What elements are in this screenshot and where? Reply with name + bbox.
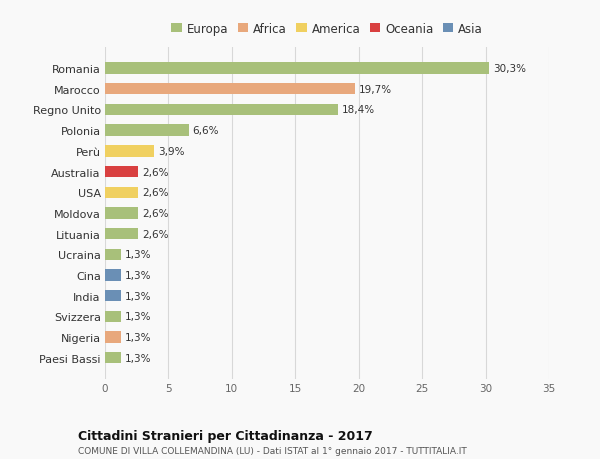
Text: 18,4%: 18,4%	[342, 105, 376, 115]
Text: 3,9%: 3,9%	[158, 146, 185, 157]
Text: 1,3%: 1,3%	[125, 291, 152, 301]
Bar	[105, 208, 138, 219]
Bar	[105, 291, 121, 302]
Bar	[105, 84, 355, 95]
Text: 2,6%: 2,6%	[142, 229, 168, 239]
Text: 2,6%: 2,6%	[142, 188, 168, 198]
Text: 2,6%: 2,6%	[142, 167, 168, 177]
Text: 19,7%: 19,7%	[359, 84, 392, 95]
Bar	[105, 311, 121, 322]
Bar	[105, 187, 138, 198]
Text: Cittadini Stranieri per Cittadinanza - 2017: Cittadini Stranieri per Cittadinanza - 2…	[78, 429, 373, 442]
Bar	[105, 249, 121, 260]
Bar	[105, 146, 154, 157]
Text: 1,3%: 1,3%	[125, 270, 152, 280]
Text: 30,3%: 30,3%	[493, 64, 526, 74]
Text: 1,3%: 1,3%	[125, 250, 152, 260]
Bar	[105, 63, 490, 74]
Bar	[105, 125, 189, 136]
Text: 1,3%: 1,3%	[125, 353, 152, 363]
Text: 2,6%: 2,6%	[142, 208, 168, 218]
Bar	[105, 332, 121, 343]
Bar	[105, 353, 121, 364]
Text: COMUNE DI VILLA COLLEMANDINA (LU) - Dati ISTAT al 1° gennaio 2017 - TUTTITALIA.I: COMUNE DI VILLA COLLEMANDINA (LU) - Dati…	[78, 446, 467, 455]
Bar	[105, 167, 138, 178]
Bar	[105, 229, 138, 240]
Text: 6,6%: 6,6%	[193, 126, 219, 136]
Text: 1,3%: 1,3%	[125, 312, 152, 322]
Bar	[105, 105, 338, 116]
Legend: Europa, Africa, America, Oceania, Asia: Europa, Africa, America, Oceania, Asia	[171, 23, 483, 36]
Bar	[105, 270, 121, 281]
Text: 1,3%: 1,3%	[125, 332, 152, 342]
